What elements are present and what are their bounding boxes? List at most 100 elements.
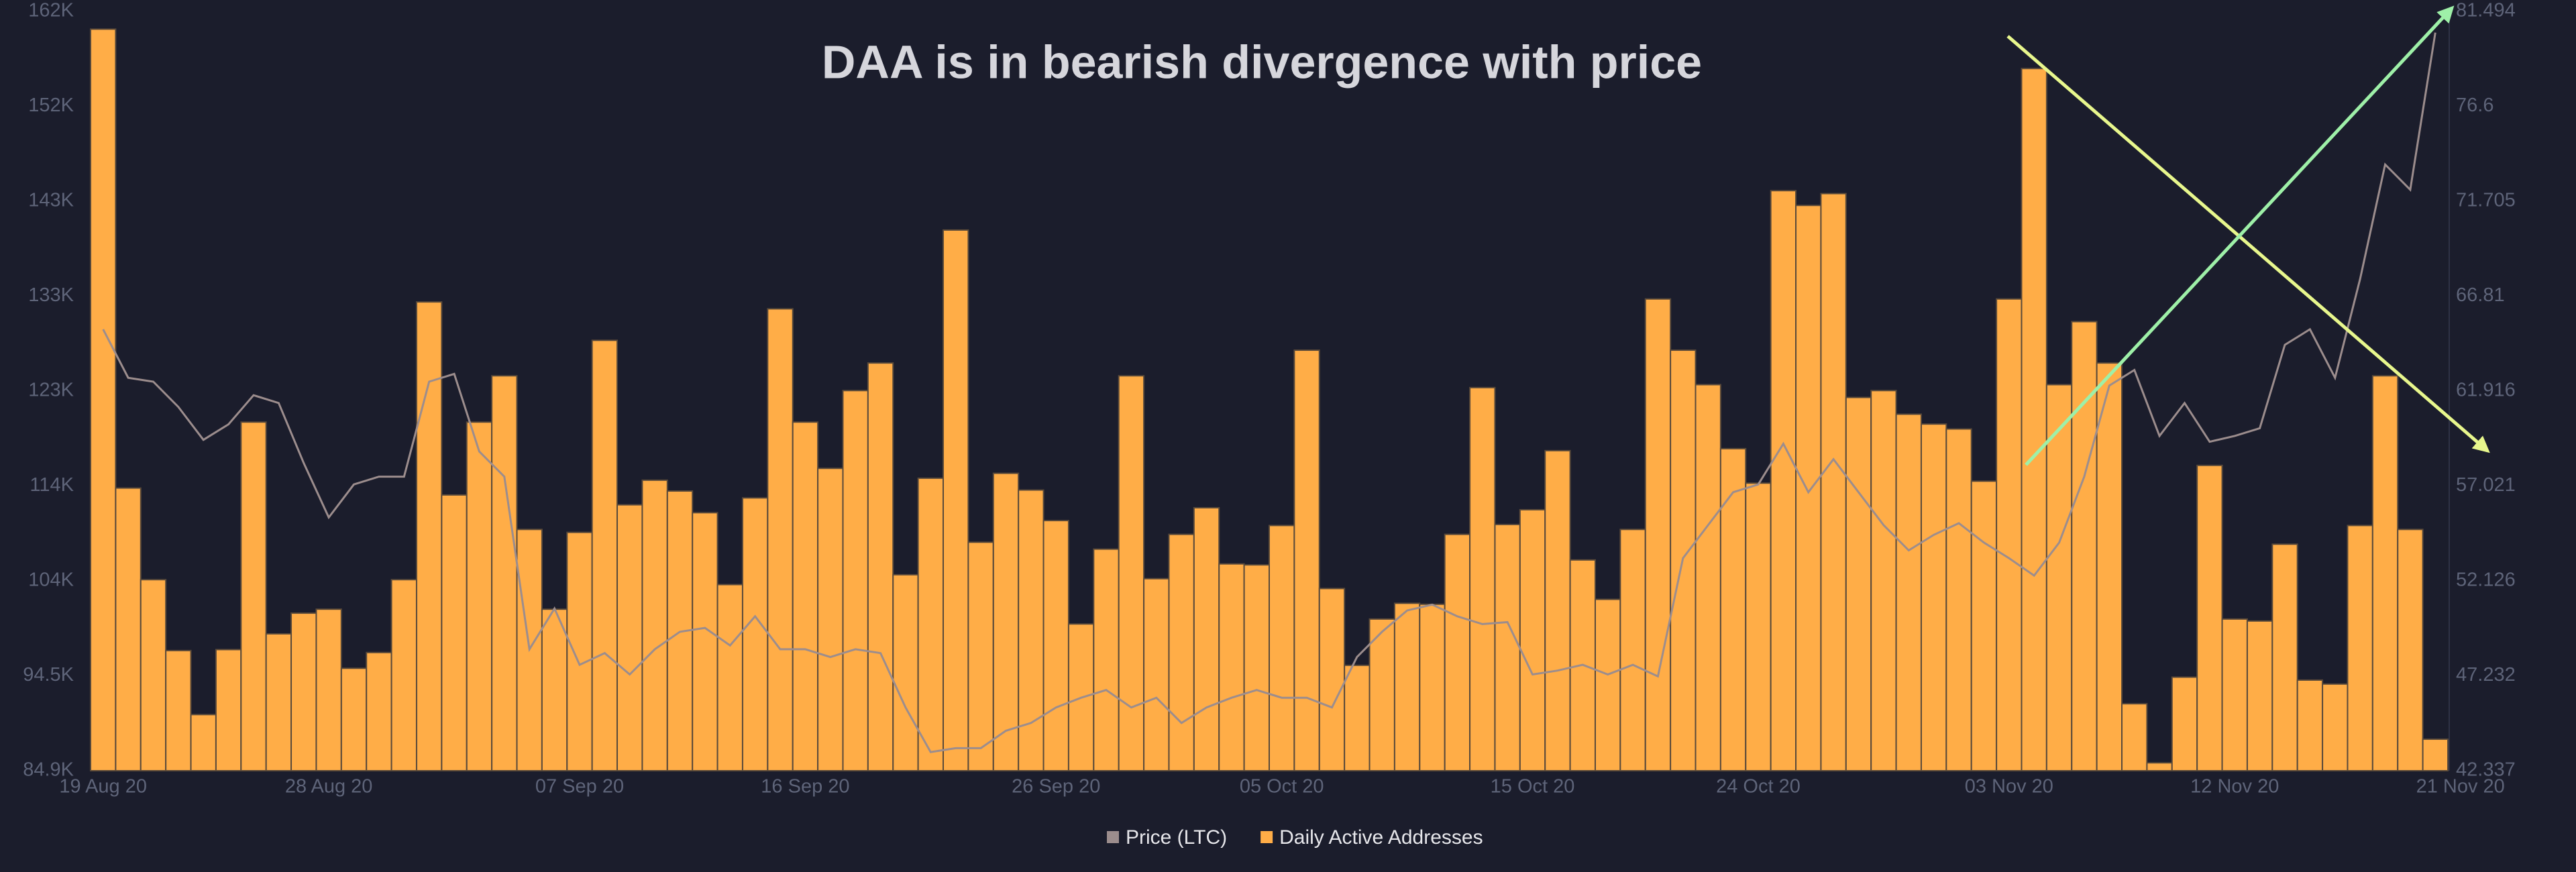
bar	[1996, 298, 2023, 771]
x-tick-label: 24 Oct 20	[1716, 776, 1801, 798]
bar	[1042, 520, 1069, 771]
bar	[2021, 68, 2047, 771]
bar	[165, 649, 192, 771]
y-tick-label: 152K	[28, 95, 74, 116]
bar	[2347, 525, 2373, 772]
bar	[2296, 679, 2324, 771]
y-tick-label: 143K	[28, 190, 74, 211]
bar	[1594, 598, 1621, 771]
bar	[2196, 464, 2223, 771]
bar	[1093, 548, 1120, 771]
y2-tick-label: 52.126	[2456, 569, 2516, 591]
bar	[616, 504, 643, 771]
bar	[1719, 447, 1747, 771]
bar	[2422, 739, 2449, 771]
x-tick-label: 26 Sep 20	[1012, 776, 1100, 798]
bar	[1444, 533, 1471, 771]
bar	[441, 494, 468, 771]
bar	[1218, 563, 1245, 771]
bar	[1318, 588, 1346, 771]
bar	[1619, 529, 1646, 771]
bar	[2271, 543, 2298, 772]
bar	[240, 421, 267, 771]
y-tick-label: 104K	[28, 569, 74, 591]
y2-tick-label: 71.705	[2456, 190, 2516, 211]
y-tick-label: 123K	[28, 380, 74, 401]
bar	[315, 608, 342, 772]
y2-tick-label: 57.021	[2456, 474, 2516, 496]
bar	[1419, 603, 1446, 771]
bar	[1845, 396, 1872, 771]
y-tick-label: 162K	[28, 0, 74, 21]
legend-label[interactable]: Daily Active Addresses	[1279, 826, 1483, 849]
bar	[366, 651, 392, 771]
bar	[2371, 375, 2399, 771]
y-tick-label: 94.5K	[23, 664, 74, 686]
bar	[1870, 390, 1897, 771]
bar	[741, 497, 769, 771]
bar	[1544, 449, 1571, 772]
x-tick-label: 28 Aug 20	[285, 776, 373, 798]
bar	[917, 477, 945, 771]
bar	[1143, 578, 1170, 771]
y-tick-label: 84.9K	[23, 759, 74, 781]
bar	[967, 541, 994, 771]
bar	[1193, 506, 1220, 771]
bar	[1344, 664, 1371, 772]
bar	[1293, 349, 1320, 771]
bar	[491, 375, 518, 771]
bar	[2171, 676, 2198, 771]
x-tick-label: 21 Nov 20	[2416, 776, 2505, 798]
bar	[1644, 298, 1672, 771]
price-line	[102, 32, 2436, 753]
bar	[566, 531, 593, 771]
bar	[1519, 508, 1546, 772]
bar	[1895, 413, 1922, 771]
bar	[390, 579, 417, 771]
bar	[1243, 564, 1271, 771]
bar	[215, 649, 242, 772]
x-tick-label: 03 Nov 20	[1965, 776, 2053, 798]
bar	[1118, 375, 1145, 771]
bar	[290, 612, 317, 771]
bar	[692, 512, 718, 771]
x-tick-label: 16 Sep 20	[761, 776, 849, 798]
plot-area: 84.9K 94.5K 104K 114K 123K 133K 143K 152K 162K 42…	[23, 0, 2516, 798]
bar	[842, 390, 869, 771]
bar	[817, 468, 844, 771]
y2-tick-label: 76.6	[2456, 95, 2493, 116]
x-tick-label: 05 Oct 20	[1240, 776, 1324, 798]
bar	[2246, 620, 2273, 771]
legend-label[interactable]: Price (LTC)	[1126, 826, 1227, 849]
bar	[2121, 703, 2148, 772]
chart-title: DAA is in bearish divergence with price	[822, 36, 1702, 88]
y-tick-label: 133K	[28, 284, 74, 306]
bar	[140, 579, 167, 771]
bar	[340, 667, 368, 772]
bar	[265, 633, 292, 771]
bar	[1393, 602, 1421, 772]
bar	[1695, 384, 1721, 771]
bar	[943, 229, 969, 772]
bar	[2146, 762, 2173, 772]
y2-tick-label: 61.916	[2456, 380, 2516, 401]
bar	[415, 301, 443, 772]
bar	[1770, 190, 1797, 771]
bar	[115, 487, 142, 772]
bar	[1469, 386, 1496, 771]
bar	[892, 574, 919, 771]
bar	[190, 714, 217, 771]
bar	[2045, 384, 2073, 771]
bar	[641, 479, 668, 772]
legend-swatch	[1260, 831, 1273, 843]
y2-tick-label: 42.337	[2456, 759, 2516, 781]
bar	[792, 421, 819, 771]
legend-swatch	[1107, 831, 1119, 843]
bar	[767, 308, 794, 771]
annotation-arrow	[2006, 35, 2490, 453]
bar	[466, 421, 493, 771]
bar	[541, 608, 568, 772]
y2-tick-label: 81.494	[2456, 0, 2516, 21]
bar	[716, 584, 743, 772]
